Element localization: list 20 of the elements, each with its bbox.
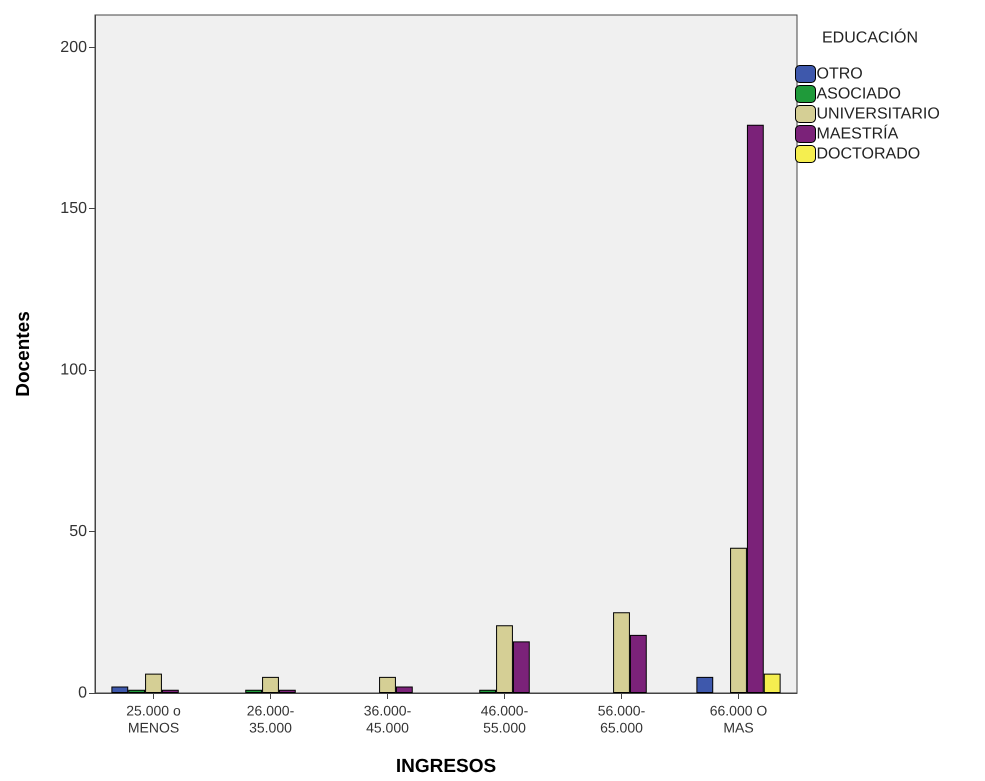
legend-title: EDUCACIÓN bbox=[822, 28, 918, 46]
y-axis-title: Docentes bbox=[13, 311, 34, 397]
y-tick-label: 150 bbox=[60, 200, 88, 218]
x-tick-label: 56.000- 65.000 bbox=[598, 702, 646, 736]
legend-label: OTRO bbox=[816, 66, 863, 82]
y-tick-label: 0 bbox=[78, 684, 88, 702]
legend-label: MAESTRÍA bbox=[816, 124, 899, 142]
legend-label: DOCTORADO bbox=[816, 146, 920, 162]
x-tick-label: 25.000 o MENOS bbox=[126, 702, 181, 736]
legend-label: UNIVERSITARIO bbox=[816, 106, 940, 122]
y-tick-label: 200 bbox=[60, 38, 88, 56]
x-tick-label: 46.000- 55.000 bbox=[480, 702, 529, 736]
x-tick-label: 36.000- 45.000 bbox=[364, 702, 412, 736]
y-tick-label: 100 bbox=[60, 362, 88, 379]
x-tick-label: 66.000 O MAS bbox=[710, 702, 768, 736]
x-axis-title: INGRESOS bbox=[396, 756, 496, 777]
x-tick-label: 26.000- 35.000 bbox=[246, 702, 295, 736]
legend-label: ASOCIADO bbox=[816, 86, 901, 102]
bar bbox=[696, 676, 714, 693]
y-tick-label: 50 bbox=[69, 523, 88, 540]
